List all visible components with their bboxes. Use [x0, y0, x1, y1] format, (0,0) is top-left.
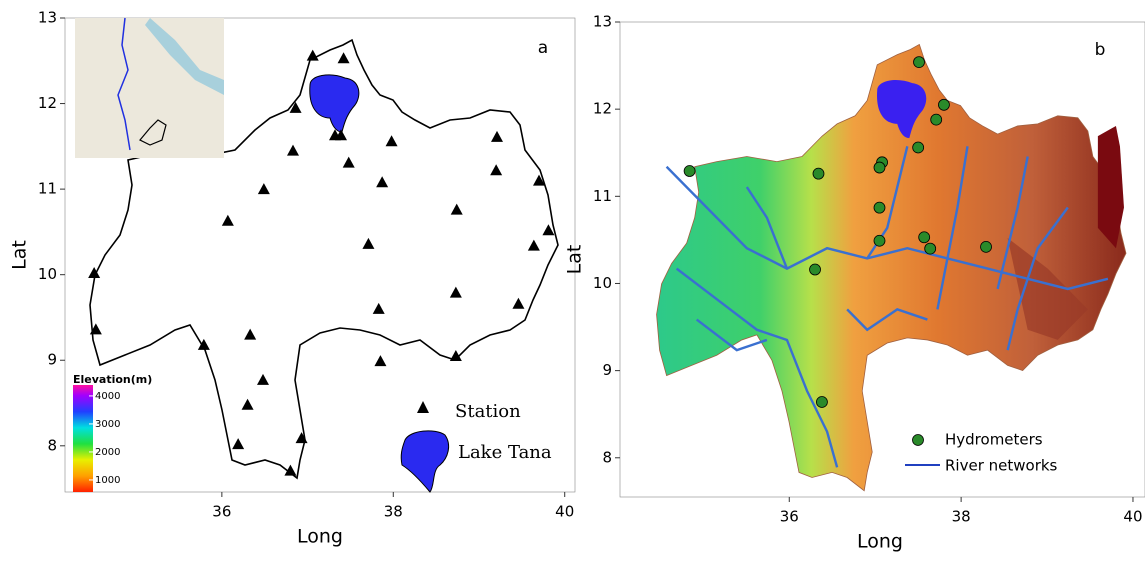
y-tick-label: 10: [593, 274, 612, 292]
colorbar-tick-label: 2000: [95, 447, 120, 458]
y-tick-label: 8: [602, 448, 612, 466]
station: [257, 183, 270, 195]
y-tick-label: 12: [38, 94, 57, 112]
station: [241, 398, 254, 410]
station: [289, 101, 302, 113]
y-tick-label: 13: [38, 9, 57, 27]
hydrometer: [924, 242, 937, 255]
y-axis-label: Lat: [9, 240, 31, 270]
y-tick-label: 9: [47, 351, 57, 369]
x-tick-label: 38: [952, 508, 971, 526]
legend-label: Hydrometers: [945, 431, 1043, 449]
station: [287, 144, 299, 156]
legend-triangle: [417, 401, 429, 413]
station: [232, 438, 245, 450]
station: [385, 135, 398, 147]
hydrometer: [816, 396, 828, 408]
colorbar: [73, 385, 93, 492]
legend-lake: [400, 430, 450, 493]
station: [450, 203, 463, 215]
colorbar-tick-label: 1000: [95, 475, 120, 486]
x-tick-label: 36: [212, 503, 231, 521]
y-tick-label: 12: [593, 100, 612, 118]
station: [257, 373, 269, 385]
station: [490, 164, 503, 176]
hydrometer: [913, 56, 925, 68]
y-tick-label: 10: [38, 265, 57, 283]
inset-map: [75, 17, 224, 158]
station: [374, 355, 387, 367]
station: [542, 224, 555, 236]
station: [335, 129, 347, 141]
y-tick-label: 8: [47, 436, 57, 454]
x-axis-label: Long: [857, 531, 903, 553]
colorbar-tick-label: 3000: [95, 419, 120, 430]
y-axis-label: Lat: [564, 245, 586, 275]
y-tick-label: 9: [602, 361, 612, 379]
y-tick-label: 11: [38, 180, 57, 198]
elevation-map: [656, 43, 1127, 492]
hydrometer: [912, 141, 925, 154]
station: [284, 464, 297, 476]
hydrometer: [683, 165, 696, 177]
x-tick-label: 40: [1123, 508, 1142, 526]
hydrometer: [918, 231, 931, 244]
x-axis-label: Long: [297, 526, 343, 548]
x-tick-label: 38: [384, 503, 403, 521]
legend-label: River networks: [945, 457, 1058, 475]
station: [491, 130, 503, 142]
station: [337, 52, 350, 64]
hydrometer: [809, 263, 821, 276]
station: [342, 156, 355, 168]
station: [362, 237, 375, 249]
hydrometer: [873, 201, 886, 214]
station: [89, 323, 102, 335]
station: [512, 297, 525, 309]
hydrometer: [980, 240, 992, 253]
station: [449, 349, 462, 361]
station: [533, 174, 545, 186]
station: [372, 302, 385, 314]
legend-label: Station: [455, 401, 521, 422]
station: [221, 214, 234, 226]
station: [306, 49, 319, 61]
y-tick-label: 13: [593, 13, 612, 31]
colorbar-tick-label: 4000: [95, 391, 120, 402]
legend-hydrometer: [912, 434, 924, 446]
hydrometer: [930, 113, 943, 126]
x-tick-label: 36: [780, 508, 799, 526]
panel-label: b: [1095, 40, 1106, 60]
station: [527, 239, 540, 251]
station: [244, 328, 257, 340]
x-tick-label: 40: [555, 503, 574, 521]
station: [295, 432, 308, 444]
y-tick-label: 11: [593, 187, 612, 205]
hydrometer: [812, 167, 825, 180]
legend-label: Lake Tana: [458, 442, 552, 463]
station: [197, 338, 210, 350]
station: [376, 176, 389, 188]
hydrometer: [873, 161, 886, 174]
hydrometer: [938, 98, 950, 111]
panel-label: a: [538, 38, 548, 58]
station: [88, 266, 101, 278]
hydrometer: [873, 234, 886, 247]
station: [449, 286, 462, 298]
colorbar-title: Elevation(m): [73, 373, 152, 386]
